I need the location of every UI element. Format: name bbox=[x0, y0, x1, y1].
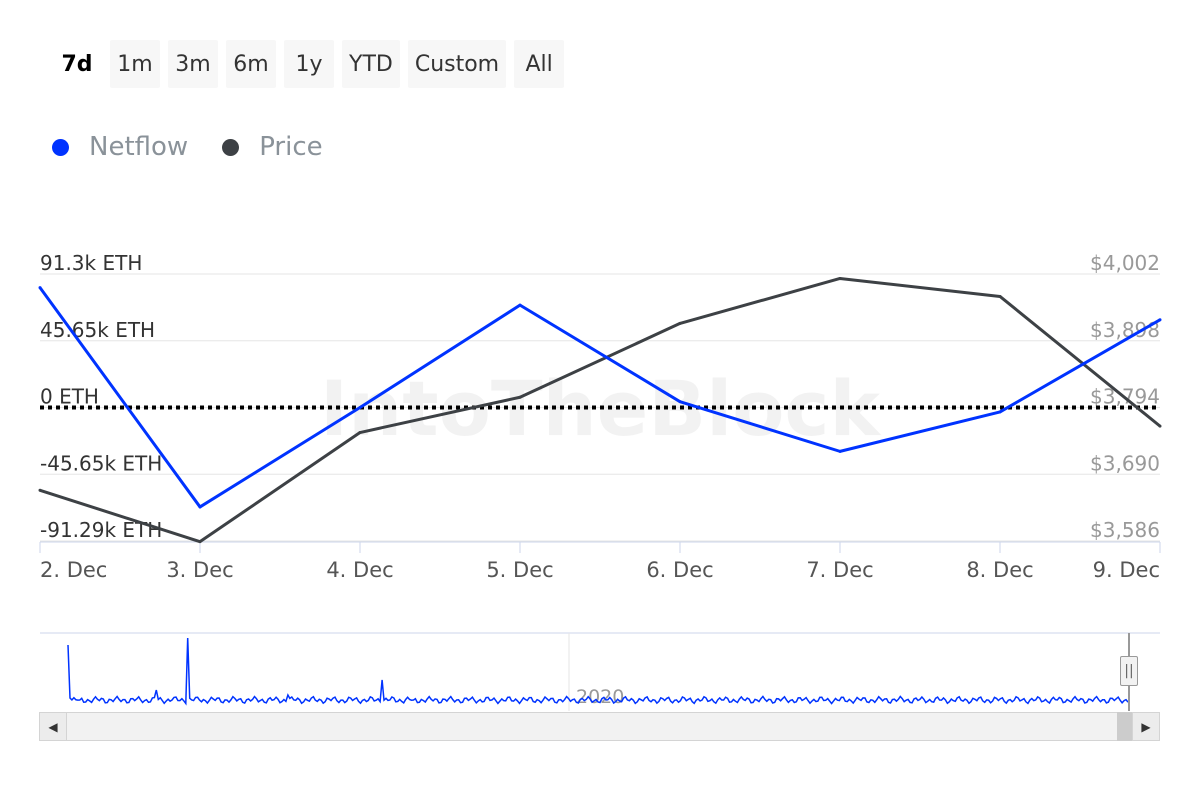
price-point bbox=[518, 395, 522, 399]
legend-label-price: Price bbox=[259, 132, 323, 162]
legend-price[interactable]: Price bbox=[222, 132, 323, 162]
price-point bbox=[1158, 424, 1162, 428]
range-button-custom[interactable]: Custom bbox=[407, 40, 507, 88]
range-button-ytd[interactable]: YTD bbox=[342, 40, 400, 88]
price-dot-icon bbox=[222, 138, 240, 156]
right-axis-label: $4,002 bbox=[1090, 251, 1160, 275]
x-tick-label: 7. Dec bbox=[806, 558, 873, 582]
x-tick-label: 3. Dec bbox=[166, 558, 233, 582]
range-button-3m[interactable]: 3m bbox=[168, 40, 218, 88]
left-axis-label: 0 ETH bbox=[40, 385, 99, 409]
x-tick-label: 9. Dec bbox=[1093, 558, 1160, 582]
price-point bbox=[38, 488, 42, 492]
scrollbar-thumb[interactable] bbox=[1117, 712, 1132, 741]
price-point bbox=[998, 294, 1002, 298]
netflow-point bbox=[998, 410, 1002, 414]
navigator-series-line bbox=[67, 637, 1129, 706]
range-button-1y[interactable]: 1y bbox=[284, 40, 334, 88]
range-button-7d[interactable]: 7d bbox=[52, 40, 102, 88]
legend-netflow[interactable]: Netflow bbox=[52, 132, 188, 162]
x-tick-label: 5. Dec bbox=[486, 558, 553, 582]
x-tick-label: 4. Dec bbox=[326, 558, 393, 582]
netflow-line bbox=[38, 286, 1161, 509]
legend-label-netflow: Netflow bbox=[89, 132, 189, 162]
chart-legend: Netflow Price bbox=[52, 132, 323, 162]
x-tick-label: 8. Dec bbox=[966, 558, 1033, 582]
range-button-1m[interactable]: 1m bbox=[110, 40, 160, 88]
price-line bbox=[39, 276, 1161, 544]
scroll-left-button[interactable]: ◀ bbox=[39, 712, 67, 741]
scroll-right-button[interactable]: ▶ bbox=[1132, 712, 1160, 741]
right-axis-label: $3,690 bbox=[1090, 451, 1160, 475]
x-tick-label: 2. Dec bbox=[40, 558, 107, 582]
netflow-point bbox=[838, 449, 842, 453]
price-point bbox=[198, 540, 202, 544]
x-tick-label: 6. Dec bbox=[646, 558, 713, 582]
netflow-point bbox=[518, 303, 522, 307]
navigator-year-label: 2020 bbox=[576, 686, 624, 708]
price-point bbox=[358, 431, 362, 435]
price-point bbox=[678, 321, 682, 325]
navigator-handle[interactable]: || bbox=[1120, 656, 1138, 686]
time-range-selector: 7d 1m 3m 6m 1y YTD Custom All bbox=[52, 40, 565, 88]
left-axis-label: -45.65k ETH bbox=[40, 451, 162, 475]
left-axis-label: 91.3k ETH bbox=[40, 251, 142, 275]
price-point bbox=[838, 276, 842, 280]
left-axis-label: 45.65k ETH bbox=[40, 318, 155, 342]
range-button-all[interactable]: All bbox=[514, 40, 565, 88]
netflow-point bbox=[678, 400, 682, 404]
netflow-point bbox=[1158, 318, 1162, 322]
netflow-point bbox=[358, 406, 362, 410]
scrollbar-track[interactable] bbox=[67, 712, 1117, 741]
range-button-6m[interactable]: 6m bbox=[226, 40, 276, 88]
netflow-point bbox=[198, 505, 202, 509]
left-axis-label: -91.29k ETH bbox=[40, 518, 162, 542]
netflow-dot-icon bbox=[52, 138, 69, 156]
netflow-point bbox=[38, 286, 42, 290]
right-axis-label: $3,586 bbox=[1090, 518, 1160, 542]
right-axis-label: $3,898 bbox=[1090, 318, 1160, 342]
